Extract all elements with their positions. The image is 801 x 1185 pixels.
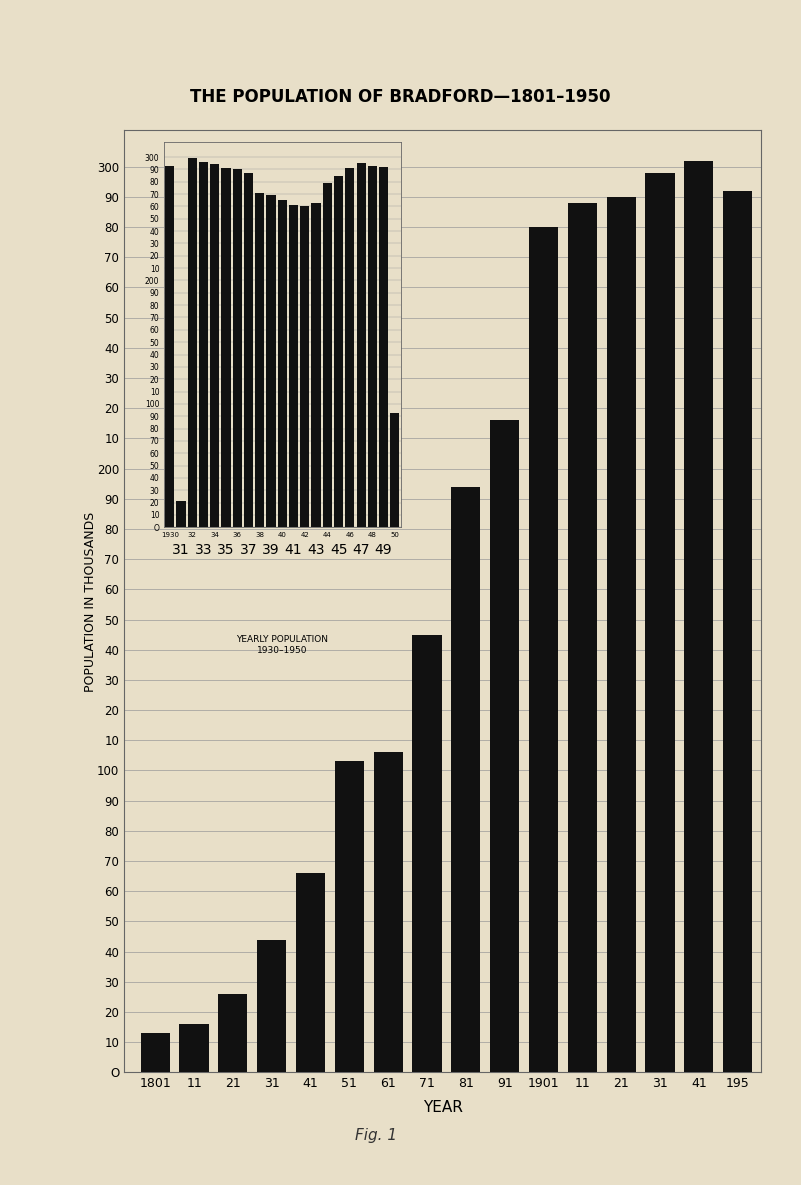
Bar (257, 940, 286, 1072)
Bar (356, 164, 366, 527)
Bar (646, 173, 674, 1072)
Bar (323, 182, 332, 527)
Bar (289, 205, 298, 527)
Bar (141, 1033, 170, 1072)
Bar (187, 159, 197, 527)
Text: Fig. 1: Fig. 1 (356, 1128, 397, 1142)
Bar (334, 175, 343, 527)
Bar (684, 160, 714, 1072)
Bar (312, 203, 320, 527)
Bar (233, 169, 242, 527)
Bar (606, 197, 636, 1072)
Bar (490, 421, 519, 1072)
Bar (300, 206, 309, 527)
Bar (413, 635, 441, 1072)
X-axis label: YEAR: YEAR (423, 1100, 462, 1115)
Bar (267, 196, 276, 527)
Bar (165, 166, 175, 527)
Bar (256, 193, 264, 527)
Bar (278, 200, 287, 527)
Y-axis label: POPULATION IN THOUSANDS: POPULATION IN THOUSANDS (83, 511, 97, 692)
Bar (379, 167, 388, 527)
Bar (210, 165, 219, 527)
Bar (296, 873, 325, 1072)
Text: THE POPULATION OF BRADFORD—1801–1950: THE POPULATION OF BRADFORD—1801–1950 (191, 88, 610, 107)
Text: YEARLY POPULATION
1930–1950: YEARLY POPULATION 1930–1950 (236, 635, 328, 654)
Bar (345, 168, 355, 527)
Bar (723, 191, 752, 1072)
Bar (219, 994, 248, 1072)
Bar (179, 1024, 208, 1072)
Bar (176, 501, 186, 527)
Bar (529, 228, 558, 1072)
Bar (199, 162, 208, 527)
Bar (390, 412, 400, 527)
Bar (368, 166, 377, 527)
Bar (568, 203, 597, 1072)
Bar (244, 173, 253, 527)
Bar (451, 487, 481, 1072)
Bar (335, 762, 364, 1072)
Bar (222, 168, 231, 527)
Bar (373, 752, 403, 1072)
